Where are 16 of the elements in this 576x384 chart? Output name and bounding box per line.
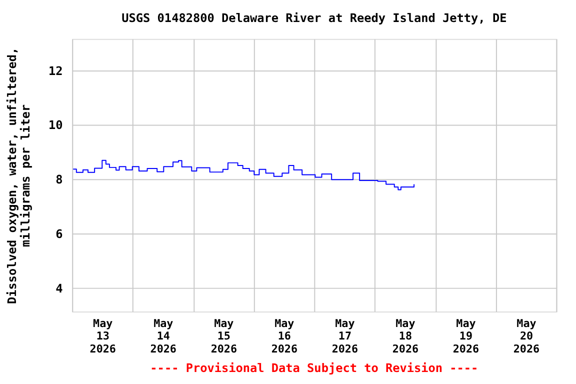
y-axis-title: Dissolved oxygen, water, unfiltered, milligrams per liter [4,47,33,304]
x-tick-label: May 19 2026 [452,316,480,356]
y-tick-label: 8 [56,172,63,187]
x-tick-label: May 13 2026 [90,316,116,356]
y-tick-label: 10 [48,118,63,132]
x-tick-label: May 17 2026 [332,316,358,356]
text: ---- Provisional Data Subject to Revision ---- [150,360,478,375]
x-tick-label: May 15 2026 [210,316,237,356]
y-tick-label: 6 [56,226,63,241]
chart-title: USGS 01482800 Delaware River at Reedy Island Jetty, DE [122,11,507,26]
x-tick-label: May 20 2026 [513,316,540,356]
x-tick-label: May 18 2026 [392,316,419,356]
y-tick-label: 4 [56,281,63,296]
x-tick-label: May 16 2026 [271,316,298,356]
y-tick-label: 12 [48,64,63,78]
x-tick-label: May 14 2026 [150,316,176,356]
